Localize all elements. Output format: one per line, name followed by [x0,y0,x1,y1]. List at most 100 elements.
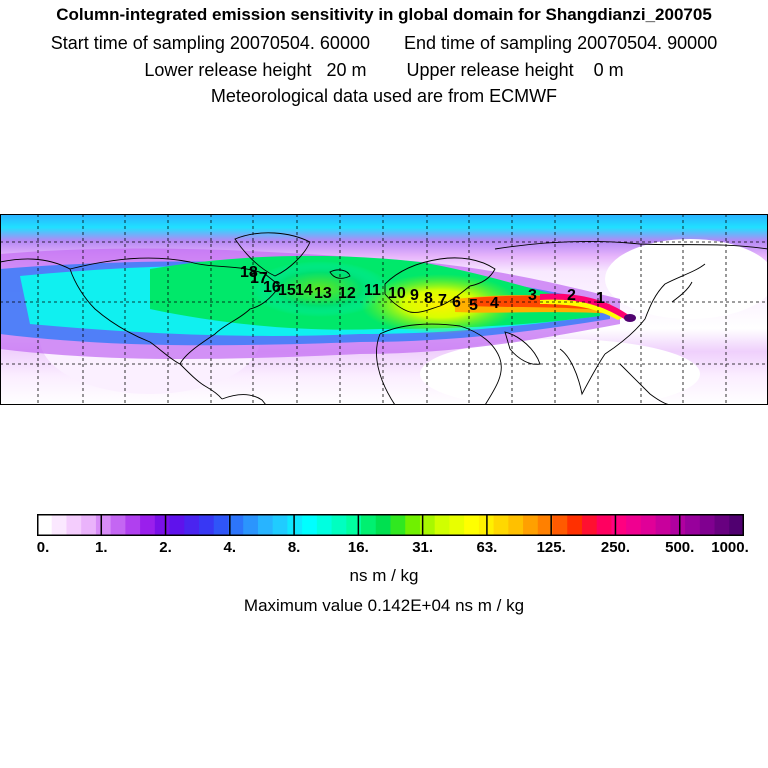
coast-europe [384,257,496,313]
field-europe-yellow [360,274,520,334]
traj-label-11: 11 [364,282,381,299]
color-scale-cell [199,514,215,536]
traj-label-8: 8 [424,290,433,307]
color-scale-tick-label: 63. [476,539,498,556]
coast-iceland [329,269,351,279]
coast-africa [379,323,502,405]
color-scale-bar [37,514,744,536]
color-scale-units: ns m / kg [349,566,419,585]
color-scale-cell [434,514,451,536]
color-scale-cell [154,514,171,536]
color-scale-tick-label: 0. [36,539,50,556]
color-scale-cell [626,514,642,536]
end-time: End time of sampling 20070504. 90000 [403,33,718,53]
coast-arabia [504,331,541,365]
coast-alaska [0,258,71,270]
upper-release-height: Upper release height 0 m [406,60,624,80]
color-scale-tick-label: 1000. [711,539,749,556]
traj-label-17: 17 [250,270,268,287]
maximum-value: Maximum value 0.142E+04 ns m / kg [243,596,525,615]
color-scale-cell [184,514,200,536]
color-scale-cell [243,514,259,536]
traj-label-6: 6 [452,294,461,311]
color-scale-cell [51,514,68,536]
coast-india [559,348,606,396]
lower-release-height: Lower release height 20 m [144,60,367,80]
trajectory-labels: 1 2 3 4 5 6 7 8 9 10 11 12 13 14 15 16 1… [240,264,605,314]
color-scale-cell [596,514,613,536]
color-scale-cell [257,514,274,536]
traj-label-2: 2 [567,287,576,304]
color-scale-cell [508,514,524,536]
traj-label-9: 9 [410,287,419,304]
color-scale-cell [390,514,406,536]
coast-north-america [69,257,281,365]
color-scale-tick-label: 125. [536,539,566,556]
color-scale-cell [331,514,347,536]
coast-se-asia [619,363,671,405]
color-scale-tick-label: 2. [159,539,172,556]
color-scale-cell [655,514,671,536]
color-scale-cell [464,514,480,536]
color-scale-cell [537,514,554,536]
graticule [0,214,768,405]
color-scale-cell [169,514,185,536]
color-scale-cell [523,514,539,536]
sampling-times: Start time of sampling 20070504. 60000 En… [0,33,768,54]
color-scale-cell [419,514,436,536]
color-scale-cell [66,514,82,536]
color-scale-cell [272,514,288,536]
color-scale-cell [125,514,141,536]
color-scale-cell [567,514,583,536]
traj-label-15: 15 [278,282,296,299]
color-scale-cell [611,514,627,536]
field-white-sasia [420,339,700,405]
color-scale-cell [449,514,465,536]
color-scale-cell [493,514,509,536]
color-scale-cell [110,514,126,536]
field-plume-magenta [540,293,630,320]
color-scale-cell [670,514,686,536]
color-scale-cell [640,514,657,536]
color-scale-cell [699,514,716,536]
coast-africa-west [376,333,396,405]
color-scale-tick-label: 1. [95,539,108,556]
field-source-hotspot [624,314,636,322]
coast-asia-north [494,241,768,250]
start-time: Start time of sampling 20070504. 60000 [50,33,370,53]
color-scale-tick-label: 250. [600,539,631,556]
coast-central-america [179,363,223,400]
traj-label-1: 1 [596,290,605,307]
color-scale-cell [81,514,97,536]
color-scale-cell [316,514,333,536]
color-scale-tick-label: 16. [347,539,369,556]
traj-label-5: 5 [469,297,478,314]
color-scale-tick-label: 31. [412,539,434,556]
color-scale-cell [95,514,112,536]
color-scale-cell [213,514,230,536]
traj-label-7: 7 [438,292,447,309]
traj-label-3: 3 [528,287,537,304]
color-scale-tick-label: 500. [665,539,695,556]
color-scale-cell [302,514,318,536]
release-heights: Lower release height 20 m Upper release h… [0,60,768,81]
emission-sensitivity-map: 1 2 3 4 5 6 7 8 9 10 11 12 13 14 15 16 1… [0,214,768,405]
plot-title: Column-integrated emission sensitivity i… [56,5,712,24]
traj-label-10: 10 [388,285,406,302]
color-scale-cell [581,514,598,536]
color-scale-cell [140,514,156,536]
color-scale-cell [714,514,730,536]
field-white-asia [605,239,768,319]
color-scale-cell [729,514,744,536]
color-scale-cell [346,514,362,536]
traj-label-12: 12 [338,285,356,302]
color-scale-cell [37,514,53,536]
color-scale-cell [361,514,377,536]
traj-label-4: 4 [490,295,499,312]
color-scale-tick-label: 8. [287,539,301,556]
coast-japan [671,281,693,303]
color-scale-tick-label: 4. [223,539,237,556]
traj-label-13: 13 [314,285,332,302]
color-scale-cell [228,514,244,536]
traj-label-18: 18 [240,264,258,281]
